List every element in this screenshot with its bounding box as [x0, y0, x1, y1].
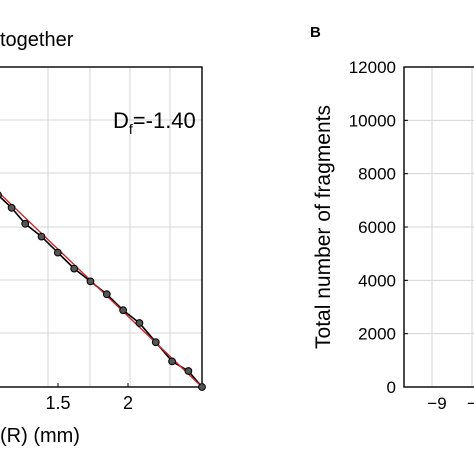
data-point — [7, 203, 16, 212]
data-point — [102, 290, 111, 299]
panel-a-xticks: 1.5 2 — [45, 383, 133, 413]
x-tick-label: − — [467, 394, 474, 413]
panel-b: B 0 2000 4000 6000 8000 10000 12000 −9 − Total … — [310, 24, 474, 413]
y-tick-label: 2000 — [358, 325, 396, 344]
data-point — [53, 248, 62, 257]
annotation-symbol: D — [113, 108, 129, 133]
x-tick-label: −9 — [427, 394, 446, 413]
panel-a: together 1.5 2 Df=-1.40 (R) (mm) — [0, 29, 206, 447]
y-tick-label: 0 — [387, 378, 396, 397]
data-point — [198, 383, 206, 391]
data-point — [0, 191, 2, 199]
data-point — [119, 306, 128, 315]
data-point — [70, 264, 79, 273]
y-tick-label: 4000 — [358, 271, 396, 290]
panel-a-annotation: Df=-1.40 — [113, 108, 196, 137]
y-tick-label: 6000 — [358, 218, 396, 237]
data-point — [168, 357, 176, 366]
panel-b-ylabel: Total number of fragments — [312, 105, 335, 349]
data-point — [86, 277, 95, 286]
panel-a-frame — [0, 66, 203, 388]
panel-a-title: together — [0, 29, 74, 51]
panel-b-letter: B — [310, 24, 321, 41]
y-tick-label: 8000 — [358, 165, 396, 184]
series-line-fit — [0, 192, 203, 388]
annotation-subscript: f — [129, 121, 133, 137]
panel-a-series — [0, 191, 206, 391]
y-tick-label: 10000 — [349, 111, 396, 130]
data-point — [135, 319, 144, 327]
panel-b-yticks: 0 2000 4000 6000 8000 10000 12000 — [349, 58, 408, 397]
panel-a-grid — [0, 67, 202, 387]
x-tick-label: 2 — [123, 393, 133, 413]
y-tick-label: 12000 — [349, 58, 396, 77]
data-point — [151, 338, 160, 347]
x-tick-label: 1.5 — [45, 393, 70, 413]
annotation-value: =-1.40 — [133, 108, 196, 133]
panel-a-xlabel: (R) (mm) — [0, 425, 80, 447]
panel-b-xticks: −9 − — [427, 394, 474, 413]
data-point — [37, 232, 46, 241]
panel-b-grid — [404, 67, 474, 387]
data-point — [21, 219, 30, 228]
data-point — [184, 367, 193, 375]
